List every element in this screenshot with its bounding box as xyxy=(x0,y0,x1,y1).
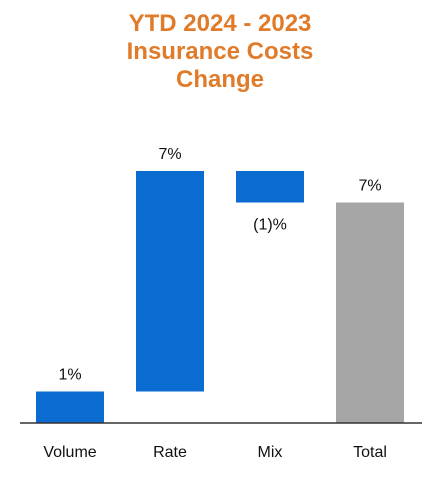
data-label-mix: (1)% xyxy=(253,217,287,234)
bar-volume xyxy=(36,391,104,423)
data-label-rate: 7% xyxy=(158,146,181,163)
bar-total xyxy=(336,202,404,423)
x-tick-label-rate: Rate xyxy=(153,444,187,461)
chart-title: YTD 2024 - 2023 Insurance Costs Change xyxy=(126,10,314,93)
data-label-total: 7% xyxy=(358,178,381,195)
bar-mix xyxy=(236,171,304,203)
data-label-volume: 1% xyxy=(58,367,81,384)
x-tick-label-total: Total xyxy=(353,444,387,461)
x-tick-label-volume: Volume xyxy=(43,444,96,461)
bar-rate xyxy=(136,171,204,392)
x-tick-label-mix: Mix xyxy=(258,444,283,461)
